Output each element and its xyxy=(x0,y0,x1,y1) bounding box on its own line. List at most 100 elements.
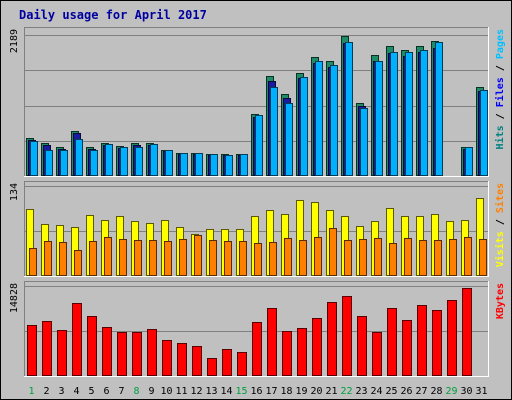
day-label: 8 xyxy=(133,386,139,397)
day-label: 23 xyxy=(355,386,367,397)
day-label: 20 xyxy=(310,386,322,397)
bar-pages-day-15 xyxy=(240,154,248,176)
legend-visits: Visits xyxy=(494,231,506,267)
legend-pages: Pages xyxy=(495,29,506,59)
bar-sites-day-5 xyxy=(89,241,97,276)
bar-kbytes-day-1 xyxy=(27,325,37,376)
bar-sites-day-8 xyxy=(134,240,142,276)
bar-pages-day-25 xyxy=(390,52,398,176)
bar-kbytes-day-12 xyxy=(192,346,202,376)
bar-sites-day-7 xyxy=(119,239,127,276)
bar-sites-day-12 xyxy=(194,235,202,276)
day-label: 14 xyxy=(220,386,232,397)
bar-sites-day-25 xyxy=(389,243,397,276)
bar-kbytes-day-23 xyxy=(357,316,367,376)
bar-kbytes-day-24 xyxy=(372,332,382,376)
day-label: 2 xyxy=(43,386,49,397)
bar-kbytes-day-14 xyxy=(222,349,232,376)
bar-sites-day-6 xyxy=(104,237,112,276)
bar-pages-day-26 xyxy=(405,52,413,176)
bar-kbytes-day-5 xyxy=(87,316,97,376)
bar-kbytes-day-9 xyxy=(147,329,157,376)
bar-pages-day-31 xyxy=(480,90,488,176)
bar-pages-day-24 xyxy=(375,61,383,176)
bar-pages-day-9 xyxy=(150,144,158,176)
day-label: 21 xyxy=(325,386,337,397)
bar-kbytes-day-11 xyxy=(177,343,187,376)
bar-kbytes-day-25 xyxy=(387,308,397,376)
bar-kbytes-day-18 xyxy=(282,331,292,376)
bar-kbytes-day-15 xyxy=(237,352,247,376)
bar-pages-day-12 xyxy=(195,153,203,176)
bar-sites-day-15 xyxy=(239,241,247,276)
bar-kbytes-day-3 xyxy=(57,330,67,376)
chart-title: Daily usage for April 2017 xyxy=(19,8,207,22)
bar-pages-day-20 xyxy=(315,61,323,176)
bar-pages-day-6 xyxy=(105,144,113,176)
series-sites xyxy=(29,228,487,276)
legend-sites: Sites xyxy=(494,183,506,213)
bar-kbytes-day-21 xyxy=(327,302,337,376)
day-label: 18 xyxy=(280,386,292,397)
bar-sites-day-28 xyxy=(434,240,442,276)
bar-sites-day-29 xyxy=(449,239,457,276)
day-label: 30 xyxy=(460,386,472,397)
day-label: 5 xyxy=(88,386,94,397)
bar-sites-day-20 xyxy=(314,237,322,276)
max-value-label: 2189 xyxy=(9,29,20,53)
day-label: 15 xyxy=(235,386,247,397)
day-label: 17 xyxy=(265,386,277,397)
panel-visits-sites: 134 Visits / Sites xyxy=(9,181,506,277)
bar-pages-day-19 xyxy=(300,77,308,176)
bar-pages-day-14 xyxy=(225,155,233,176)
x-axis-day-labels: 1 2 3 4 5 6 7 8 9 10 11 12 13 14 15 16 17 18 19 20 21 22 23 24 2… xyxy=(28,386,487,397)
bar-pages-day-2 xyxy=(45,150,53,176)
panel-kbytes: 14828 KBytes xyxy=(9,281,506,377)
bar-sites-day-2 xyxy=(44,241,52,276)
bar-pages-day-8 xyxy=(135,147,143,176)
bar-kbytes-day-10 xyxy=(162,340,172,376)
day-label: 10 xyxy=(160,386,172,397)
day-label: 31 xyxy=(475,386,487,397)
bar-pages-day-23 xyxy=(360,108,368,176)
chart-panels: 2189 Hits / Files / Pages 134 Visits / Site… xyxy=(9,27,506,377)
day-label: 16 xyxy=(250,386,262,397)
bar-pages-day-4 xyxy=(75,139,83,176)
bar-sites-day-26 xyxy=(404,238,412,276)
day-label: 26 xyxy=(400,386,412,397)
bar-sites-day-18 xyxy=(284,238,292,276)
day-label: 13 xyxy=(205,386,217,397)
day-label: 27 xyxy=(415,386,427,397)
bar-sites-day-27 xyxy=(419,240,427,276)
bar-kbytes-day-26 xyxy=(402,320,412,376)
day-label: 7 xyxy=(118,386,124,397)
bar-pages-day-16 xyxy=(255,115,263,176)
bar-pages-day-18 xyxy=(285,103,293,176)
day-label: 28 xyxy=(430,386,442,397)
panel-legend: KBytes xyxy=(495,283,506,319)
bar-kbytes-day-19 xyxy=(297,328,307,376)
bar-pages-day-5 xyxy=(90,150,98,176)
bar-sites-day-23 xyxy=(359,239,367,276)
bar-sites-day-1 xyxy=(29,248,37,276)
bar-sites-day-9 xyxy=(149,240,157,276)
bar-pages-day-11 xyxy=(180,153,188,176)
legend-separator: / xyxy=(495,59,506,77)
bar-kbytes-day-17 xyxy=(267,308,277,376)
panel-legend: Visits / Sites xyxy=(494,183,506,267)
legend-separator: / xyxy=(495,213,506,231)
bar-sites-day-19 xyxy=(299,240,307,276)
day-label: 25 xyxy=(385,386,397,397)
day-label: 12 xyxy=(190,386,202,397)
bar-kbytes-day-22 xyxy=(342,296,352,376)
bar-kbytes-day-30 xyxy=(462,288,472,376)
day-label: 3 xyxy=(58,386,64,397)
bar-sites-day-30 xyxy=(464,237,472,276)
bar-pages-day-27 xyxy=(420,50,428,176)
bar-kbytes-day-27 xyxy=(417,305,427,376)
bar-pages-day-28 xyxy=(435,42,443,176)
day-label: 19 xyxy=(295,386,307,397)
day-label: 29 xyxy=(445,386,457,397)
bar-kbytes-day-7 xyxy=(117,332,127,376)
bar-sites-day-16 xyxy=(254,243,262,276)
